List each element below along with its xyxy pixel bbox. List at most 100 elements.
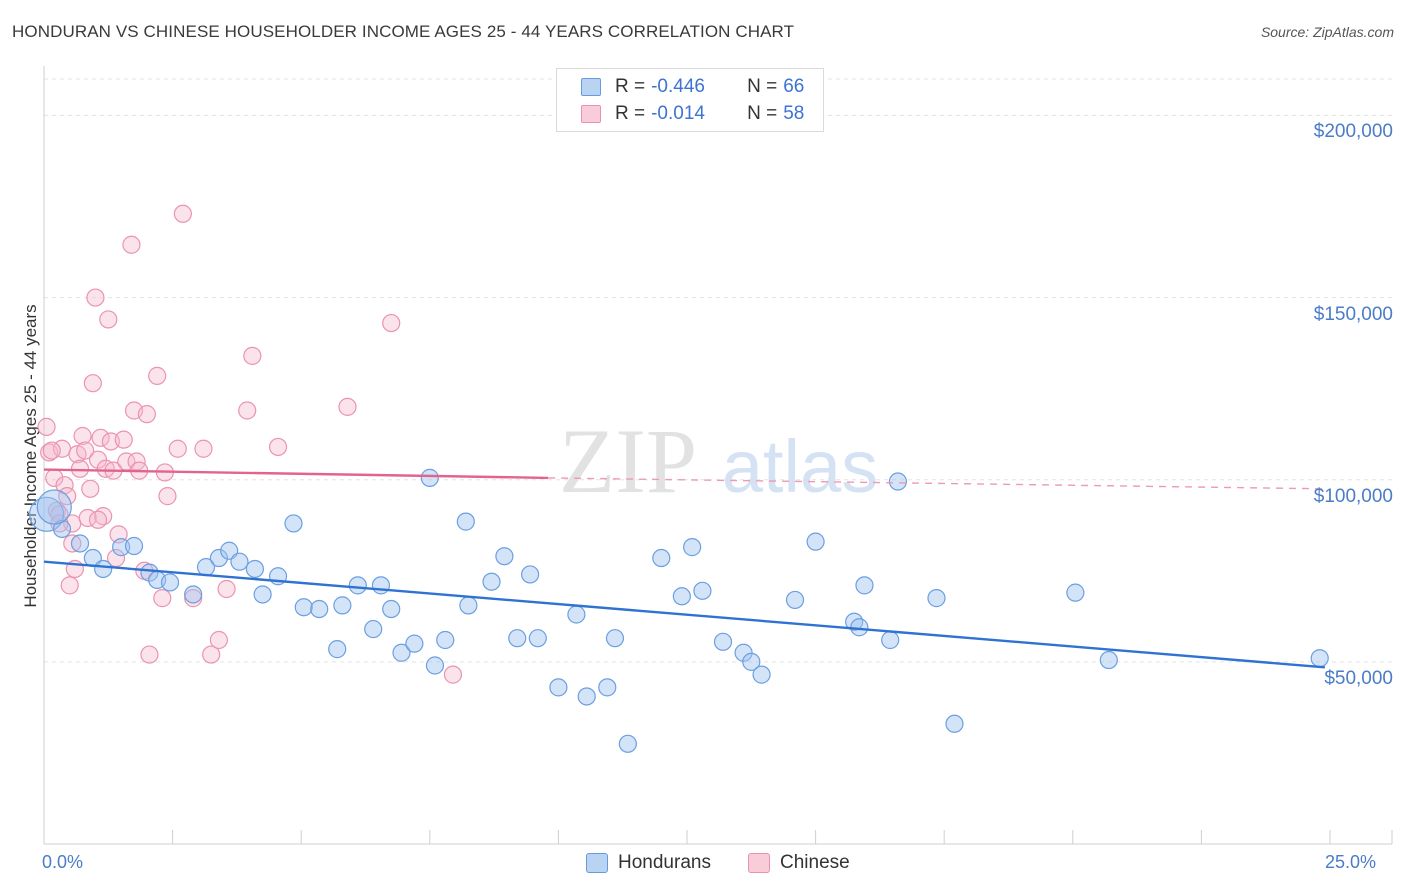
chinese-point xyxy=(194,439,213,458)
honduran-point xyxy=(253,585,272,604)
chinese-point xyxy=(60,576,79,595)
honduran-point xyxy=(693,581,712,600)
chinese-point xyxy=(202,645,221,664)
bottom-legend-chinese: Chinese xyxy=(748,852,850,874)
honduran-point xyxy=(734,643,753,662)
legend-swatch-chinese xyxy=(581,105,601,123)
honduran-point xyxy=(36,489,72,525)
honduran-point xyxy=(549,678,568,697)
source-label: Source: ZipAtlas.com xyxy=(1260,24,1394,40)
honduran-point xyxy=(112,538,131,557)
honduran-point xyxy=(605,629,625,648)
honduran-point xyxy=(888,472,908,491)
honduran-point xyxy=(348,576,367,595)
honduran-point xyxy=(806,532,825,551)
honduran-point xyxy=(160,573,180,592)
honduran-point xyxy=(52,519,72,538)
bottom-legend-label-chinese: Chinese xyxy=(780,852,850,873)
chinese-point xyxy=(217,579,236,599)
honduran-point xyxy=(124,536,144,556)
legend-n-label: N = xyxy=(747,76,778,97)
honduran-point xyxy=(245,559,265,579)
chinese-point xyxy=(76,441,95,460)
chinese-point xyxy=(153,589,172,608)
honduran-point xyxy=(405,634,424,653)
legend-r-label: R = xyxy=(615,103,646,124)
bottom-legend-hondurans: Hondurans xyxy=(586,852,711,874)
legend-swatch-hondurans xyxy=(581,78,601,96)
chinese-point xyxy=(83,374,102,393)
honduran-point xyxy=(683,538,702,557)
chinese-point xyxy=(243,346,262,365)
honduran-point xyxy=(184,585,203,604)
x-tick-label-max: 25.0% xyxy=(1325,852,1377,872)
honduran-point xyxy=(521,565,540,584)
legend-r-label: R = xyxy=(615,76,646,97)
chinese-point xyxy=(88,450,108,469)
chinese-point xyxy=(99,310,118,329)
honduran-point xyxy=(881,630,900,650)
honduran-point xyxy=(845,612,864,631)
trend-line-chinese xyxy=(43,468,549,480)
honduran-point xyxy=(482,572,501,591)
chinese-point xyxy=(140,645,159,664)
honduran-point xyxy=(364,619,383,639)
honduran-point xyxy=(420,468,439,487)
honduran-point xyxy=(508,629,527,648)
honduran-point xyxy=(333,596,352,615)
legend-n-value: 58 xyxy=(783,103,805,124)
honduran-point xyxy=(927,589,946,608)
legend-row-chinese: R = -0.014 N = 58 xyxy=(581,102,804,126)
honduran-point xyxy=(1310,649,1329,668)
chinese-point xyxy=(173,204,192,223)
chinese-point xyxy=(86,288,105,307)
honduran-point xyxy=(392,643,411,662)
honduran-point xyxy=(785,590,805,610)
honduran-point xyxy=(459,596,478,615)
legend-r-value: -0.014 xyxy=(651,103,705,124)
series-hondurans-points xyxy=(28,468,1329,753)
honduran-point xyxy=(742,652,761,671)
chinese-point xyxy=(81,479,100,498)
chinese-point xyxy=(137,405,156,424)
honduran-point xyxy=(598,678,617,697)
legend-n-label: N = xyxy=(747,103,778,124)
chinese-point xyxy=(122,235,141,254)
honduran-point xyxy=(672,587,691,606)
chinese-point xyxy=(158,487,177,506)
series-chinese-points xyxy=(37,204,463,684)
honduran-point xyxy=(652,548,671,568)
honduran-point xyxy=(140,563,159,582)
y-tick-label: $100,000 xyxy=(1313,485,1393,507)
honduran-point xyxy=(618,734,637,753)
honduran-point xyxy=(310,599,329,619)
honduran-point xyxy=(577,687,596,706)
chinese-point xyxy=(37,417,56,436)
chinese-point xyxy=(70,459,90,478)
chinese-point xyxy=(91,428,110,447)
chinese-point xyxy=(168,439,187,458)
trend-line-hondurans xyxy=(43,560,1325,669)
chinese-point xyxy=(238,401,257,420)
correlation-legend: R = -0.446 N = 66 R = -0.014 N = 58 xyxy=(556,68,824,132)
honduran-point xyxy=(294,598,313,617)
chinese-point xyxy=(73,426,92,446)
honduran-point xyxy=(382,599,401,619)
honduran-point xyxy=(371,576,391,595)
honduran-point xyxy=(1066,583,1085,602)
trend-lines xyxy=(43,468,1325,669)
y-tick-label: $50,000 xyxy=(1324,667,1393,689)
honduran-point xyxy=(436,630,455,650)
gridlines xyxy=(44,78,1392,663)
chinese-point xyxy=(42,441,61,460)
honduran-point xyxy=(28,496,65,532)
chinese-point xyxy=(209,630,228,650)
watermark-atlas: atlas xyxy=(722,425,878,508)
honduran-point xyxy=(945,714,964,733)
honduran-point xyxy=(1099,650,1118,670)
chart-title: HONDURAN VS CHINESE HOUSEHOLDER INCOME A… xyxy=(12,22,795,41)
chinese-point xyxy=(88,510,108,529)
legend-row-hondurans: R = -0.446 N = 66 xyxy=(581,75,804,99)
honduran-point xyxy=(495,547,514,566)
